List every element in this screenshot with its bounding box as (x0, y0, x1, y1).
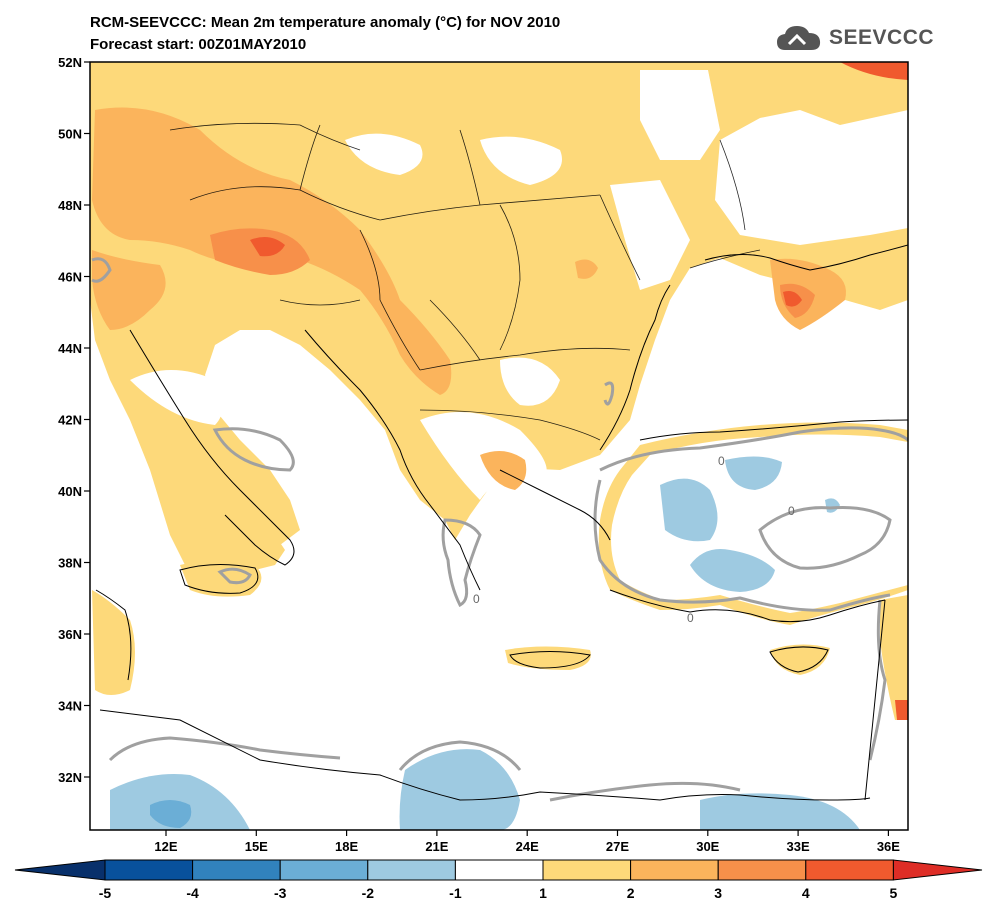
contour-label: 0 (788, 504, 795, 518)
lat-label: 38N (58, 556, 82, 571)
colorbar: -5 -4 -3 -2 -1 1 2 3 4 5 (14, 859, 983, 901)
colorbar-segment (454, 859, 544, 881)
anomaly-gap-poland (345, 133, 423, 175)
logo-text: SEEVCCC (829, 26, 935, 49)
anomaly-cool-turkey-w (660, 478, 718, 542)
lat-label: 42N (58, 413, 82, 428)
anomaly-cool-egypt-w (399, 749, 520, 830)
lon-label: 18E (335, 839, 358, 854)
colorbar-segment (104, 859, 194, 881)
lon-label: 30E (696, 839, 719, 854)
lon-label: 33E (787, 839, 810, 854)
anomaly-gap-bulgaria (500, 357, 560, 406)
latitude-axis: 52N 50N 48N 46N 44N 42N 40N 38N 36N 34N 32N (58, 55, 90, 785)
colorbar-tick-label: -3 (274, 885, 287, 901)
anomaly-cool-turkey-s (690, 549, 775, 592)
anomaly-area-2to3-romania (575, 259, 598, 279)
colorbar-segment (805, 859, 894, 881)
colorbar-segment (542, 859, 632, 881)
anomaly-gap-adriatic (130, 370, 223, 425)
contour-label: 0 (718, 454, 725, 468)
anomaly-gap-moldova (610, 180, 690, 290)
colorbar-tick-label: -2 (362, 885, 375, 901)
colorbar-tick-label: -5 (99, 885, 112, 901)
lat-label: 50N (58, 127, 82, 142)
colorbar-tick-label: 4 (802, 885, 810, 901)
colorbar-tick-label: 2 (627, 885, 635, 901)
lon-label: 36E (877, 839, 900, 854)
colorbar-arrow-left (14, 859, 106, 881)
contour-labels: 0 0 0 0 (473, 454, 795, 625)
anomaly-gap-ukraine (480, 136, 562, 185)
coastlines (95, 244, 908, 801)
colorbar-segment (367, 859, 456, 881)
seevccc-logo: SEEVCCC (775, 22, 934, 54)
colorbar-segment (279, 859, 369, 881)
map-title: RCM-SEEVCCC: Mean 2m temperature anomaly… (90, 14, 561, 31)
anomaly-coast-north-africa (92, 590, 135, 695)
lon-label: 27E (606, 839, 629, 854)
lat-label: 32N (58, 770, 82, 785)
colorbar-tick-label: 3 (714, 885, 722, 901)
anomaly-coast-levant (880, 595, 908, 720)
colorbar-tick-label: 5 (890, 885, 898, 901)
lat-label: 34N (58, 699, 82, 714)
lat-label: 44N (58, 341, 82, 356)
colorbar-tick-label: -4 (186, 885, 199, 901)
contour-label: 0 (687, 611, 694, 625)
map-fields (90, 62, 908, 830)
forecast-start: Forecast start: 00Z01MAY2010 (90, 36, 307, 53)
lat-label: 48N (58, 198, 82, 213)
zero-contours (91, 257, 908, 802)
cloud-icon (777, 26, 821, 50)
anomaly-cool-egypt-e (700, 793, 860, 830)
lon-label: 12E (154, 839, 177, 854)
lat-label: 40N (58, 484, 82, 499)
anomaly-cool-libya-core (150, 800, 192, 828)
anomaly-area-4to5-crimea (783, 291, 802, 307)
anomaly-area-1to2-italy (130, 380, 285, 570)
anomaly-area-4to5-ne-corner (840, 62, 908, 80)
lon-label: 21E (425, 839, 448, 854)
anomaly-gap-belarus (640, 70, 720, 160)
lat-label: 46N (58, 270, 82, 285)
anomaly-area-4to5-levant (895, 700, 908, 720)
lat-label: 52N (58, 55, 82, 70)
country-borders (169, 122, 761, 441)
lon-label: 24E (516, 839, 539, 854)
longitude-axis: 12E 15E 18E 21E 24E 27E 30E 33E 36E (154, 830, 900, 854)
anomaly-area-4to5-alps (250, 236, 285, 257)
colorbar-segment (717, 859, 807, 881)
anomaly-gap-russia (797, 140, 908, 230)
colorbar-tick-label: -1 (449, 885, 462, 901)
lon-label: 15E (245, 839, 268, 854)
colorbar-arrow-right (892, 859, 983, 881)
colorbar-segment (630, 859, 719, 881)
colorbar-segment (192, 859, 281, 881)
anomaly-area-2to3-greece (480, 451, 527, 490)
map-frame (89, 61, 909, 831)
lat-label: 36N (58, 627, 82, 642)
colorbar-tick-label: 1 (539, 885, 547, 901)
contour-label: 0 (473, 592, 480, 606)
anomaly-cool-turkey-n (725, 456, 782, 490)
